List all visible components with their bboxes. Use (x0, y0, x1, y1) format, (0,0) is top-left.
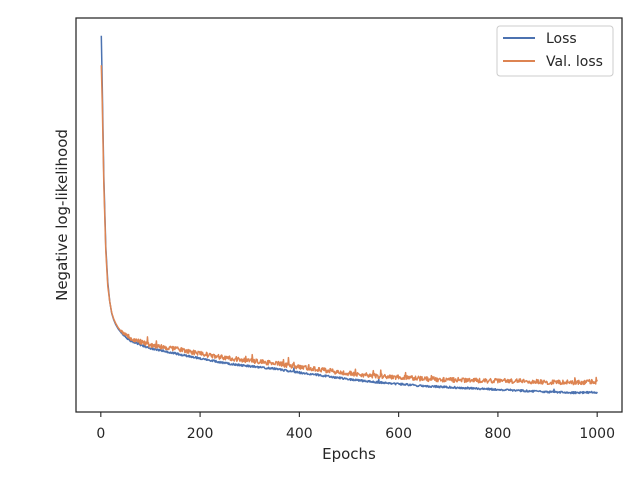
x-tick-label: 1000 (579, 426, 615, 442)
legend-label-loss: Loss (546, 31, 577, 47)
x-tick-label: 200 (187, 426, 214, 442)
x-tick-label: 600 (385, 426, 412, 442)
legend-label-val-loss: Val. loss (546, 54, 603, 70)
plot-frame (75, 17, 623, 413)
series-line-loss (100, 35, 598, 395)
series-layer (100, 35, 598, 395)
x-axis-ticks: 0 200 400 600 800 1000 (96, 412, 615, 442)
x-axis-label: Epochs (322, 445, 376, 463)
series-line-val-loss (100, 65, 598, 386)
y-axis-label: Negative log-likelihood (53, 129, 71, 301)
x-tick-label: 800 (485, 426, 512, 442)
x-tick-label: 0 (96, 426, 105, 442)
legend: Loss Val. loss (496, 25, 614, 77)
x-tick-label: 400 (286, 426, 313, 442)
